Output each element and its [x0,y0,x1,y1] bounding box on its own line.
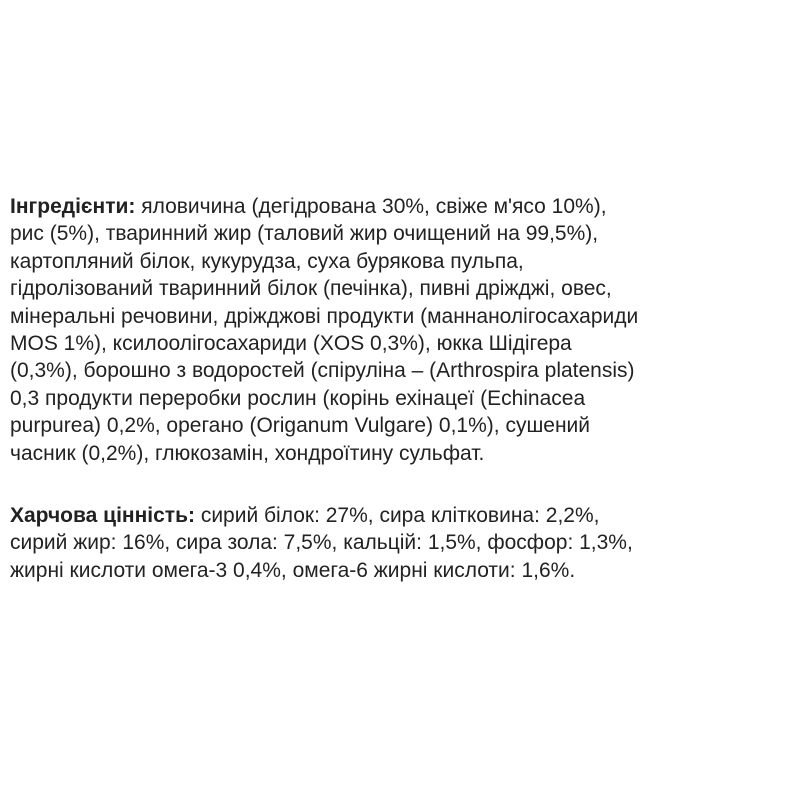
ingredients-line: (0,3%), борошно з водоростей (спіруліна … [10,359,635,383]
nutrition-line: жирні кислоти омега-3 0,4%, омега-6 жирн… [10,558,576,582]
ingredients-text: яловичина (дегідрована 30%, свіже м'ясо … [135,195,607,218]
ingredients-line: картопляний білок, кукурудза, суха буряк… [10,249,524,273]
ingredients-line: Інгредієнти: яловичина (дегідрована 30%,… [10,193,638,220]
nutrition-label: Харчова цінність: [10,504,195,527]
ingredients-line: purpurea) 0,2%, орегано (Origanum Vulgar… [10,414,591,438]
ingredients-section: Інгредієнти: яловичина (дегідрована 30%,… [10,193,638,467]
ingredients-line: гідролізований тваринний білок (печінка)… [10,277,612,301]
nutrition-text: сирий білок: 27%, сира клітковина: 2,2%, [194,504,600,527]
ingredients-label: Інгредієнти: [10,195,136,218]
ingredients-line: часник (0,2%), глюкозамін, хондроїтину с… [10,441,485,465]
ingredients-line: MOS 1%), ксилоолігосахариди (XOS 0,3%), … [10,332,572,356]
nutrition-section: Харчова цінність: сирий білок: 27%, сира… [10,502,633,584]
nutrition-line: сирий жир: 16%, сира зола: 7,5%, кальцій… [10,531,633,555]
nutrition-line: Харчова цінність: сирий білок: 27%, сира… [10,502,633,529]
ingredients-line: рис (5%), тваринний жир (таловий жир очи… [10,222,599,246]
ingredients-line: мінеральні речовини, дріжджові продукти … [10,304,639,328]
ingredients-line: 0,3 продукти переробки рослин (корінь ех… [10,386,586,410]
